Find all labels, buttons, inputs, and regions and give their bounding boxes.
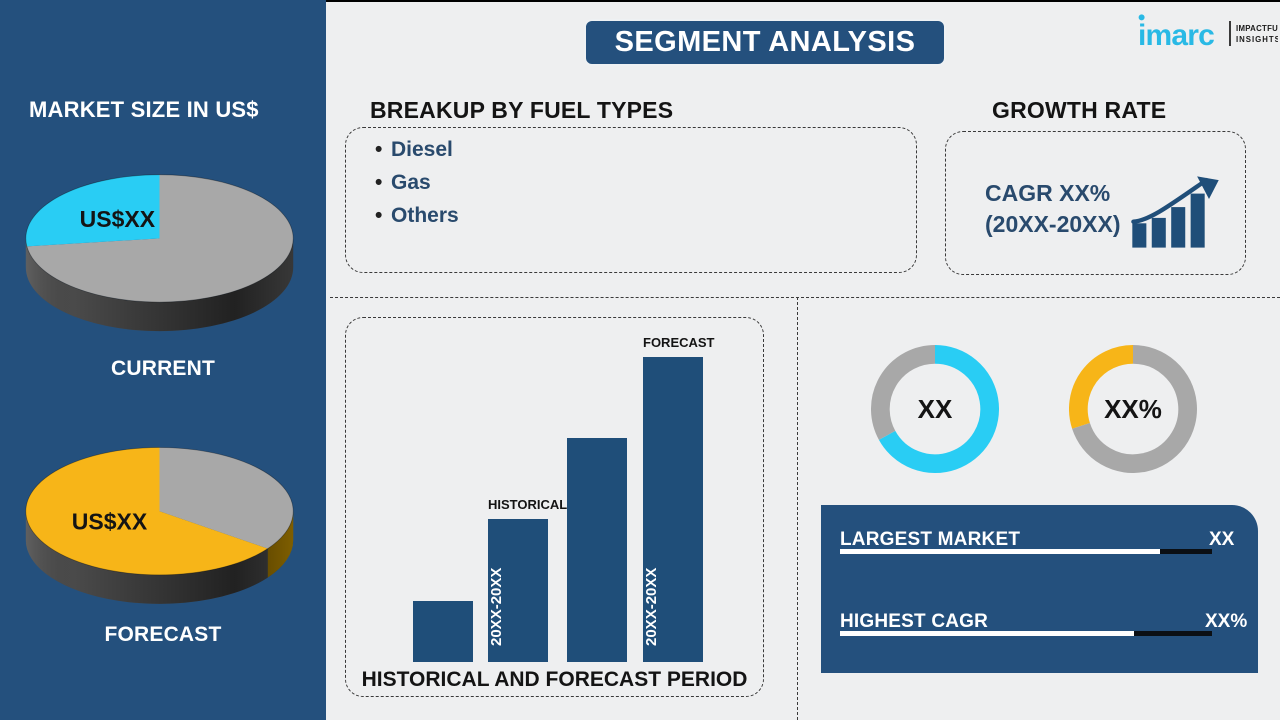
svg-text:US$XX: US$XX [72,508,148,534]
svg-text:imarc: imarc [1138,19,1214,52]
svg-text:US$XX: US$XX [80,206,156,232]
svg-text:XX%: XX% [1104,394,1162,424]
svg-text:INSIGHTS: INSIGHTS [1236,35,1278,44]
svg-text:XX: XX [918,394,953,424]
svg-text:IMPACTFUL: IMPACTFUL [1236,24,1278,33]
